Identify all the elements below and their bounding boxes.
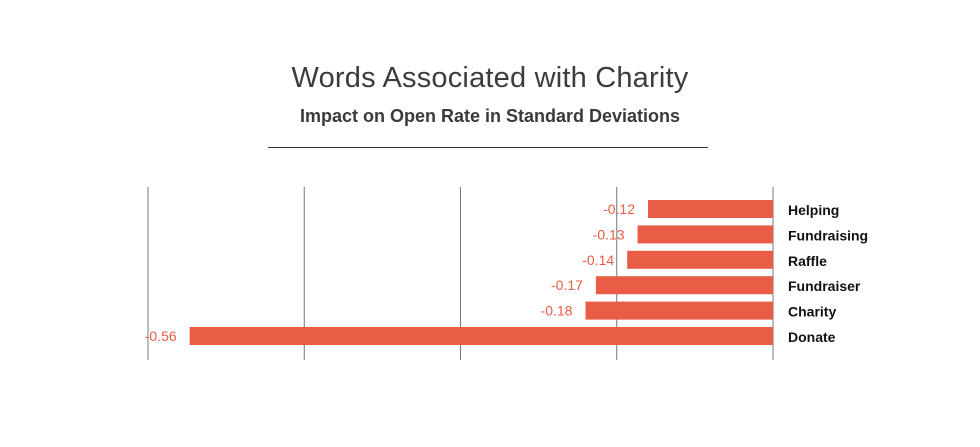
category-label-fundraising: Fundraising: [788, 227, 868, 243]
category-label-helping: Helping: [788, 202, 839, 218]
category-label-fundraiser: Fundraiser: [788, 278, 861, 294]
category-label-raffle: Raffle: [788, 253, 827, 269]
value-label-donate: -0.56: [145, 328, 177, 344]
value-label-helping: -0.12: [603, 201, 635, 217]
bar-helping: [648, 200, 773, 218]
bar-donate: [189, 327, 773, 345]
value-label-fundraising: -0.13: [593, 226, 625, 242]
value-label-fundraiser: -0.17: [551, 277, 583, 293]
category-label-donate: Donate: [788, 329, 836, 345]
category-label-charity: Charity: [788, 304, 836, 320]
title-divider: [268, 147, 708, 148]
chart-subtitle: Impact on Open Rate in Standard Deviatio…: [299, 106, 681, 126]
bar-charity: [585, 301, 773, 320]
value-label-charity: -0.18: [541, 303, 573, 319]
chart-title: Words Associated with Charity: [291, 62, 689, 94]
bar-fundraising: [637, 225, 773, 244]
bar-fundraiser: [595, 276, 773, 295]
bar-raffle: [627, 250, 773, 269]
value-label-raffle: -0.14: [582, 252, 614, 268]
